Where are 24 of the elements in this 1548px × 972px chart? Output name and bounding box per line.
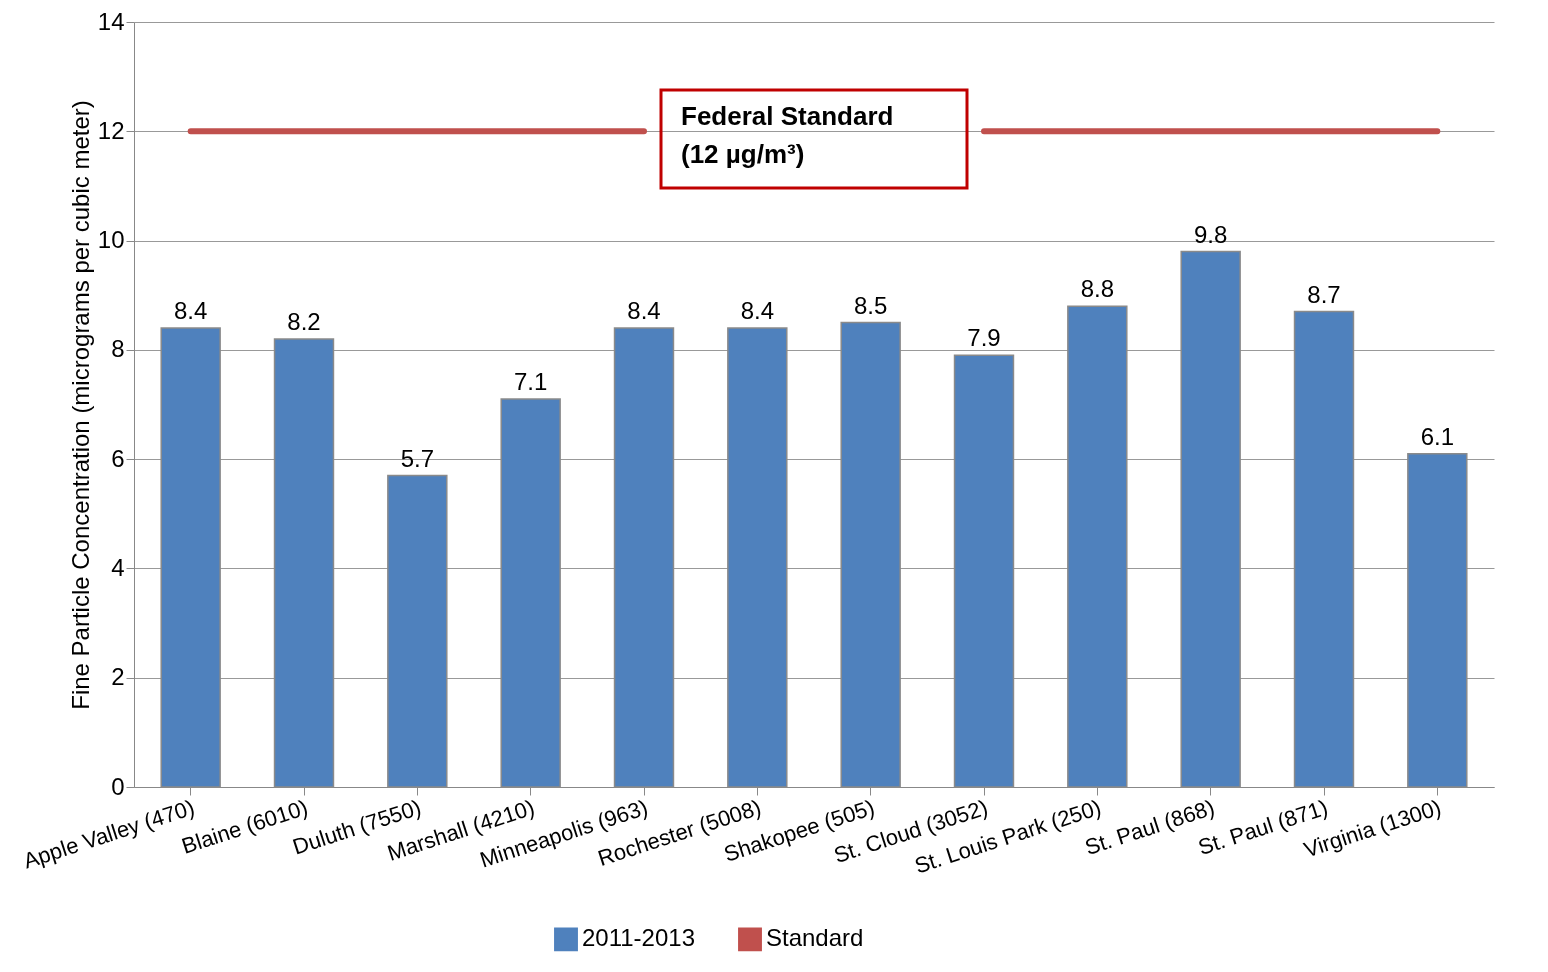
y-tick-label: 6 (111, 444, 125, 472)
y-tick-label: 14 (97, 7, 125, 35)
data-label: 8.4 (627, 297, 661, 324)
data-label: 9.8 (1193, 220, 1228, 248)
legend-label: 2011-2013 (582, 924, 695, 952)
data-label: 8.7 (1307, 280, 1341, 308)
y-tick-label: 10 (97, 226, 125, 254)
data-label: 8.8 (1080, 275, 1115, 303)
data-label: 7.9 (967, 324, 1001, 352)
data-label: 7.1 (513, 368, 548, 396)
annotation: Federal Standard (12 µg/m³) (681, 101, 894, 169)
y-tick-label: 0 (111, 772, 125, 800)
data-label: 8.2 (287, 307, 321, 335)
legend-label: Standard (766, 924, 864, 952)
data-label: 6.1 (1420, 422, 1455, 450)
y-tick-label: 12 (97, 116, 125, 144)
data-label: 8.5 (853, 291, 888, 319)
y-tick-label: 4 (111, 553, 125, 581)
data-label: 5.7 (400, 444, 435, 472)
y-axis-title: Fine Particle Concentration (micrograms per cubic meter) (66, 100, 94, 710)
y-tick-label: 8 (111, 335, 125, 363)
data-label: 8.4 (740, 297, 775, 324)
data-label: 8.4 (173, 297, 208, 324)
y-tick-label: 2 (111, 663, 125, 691)
